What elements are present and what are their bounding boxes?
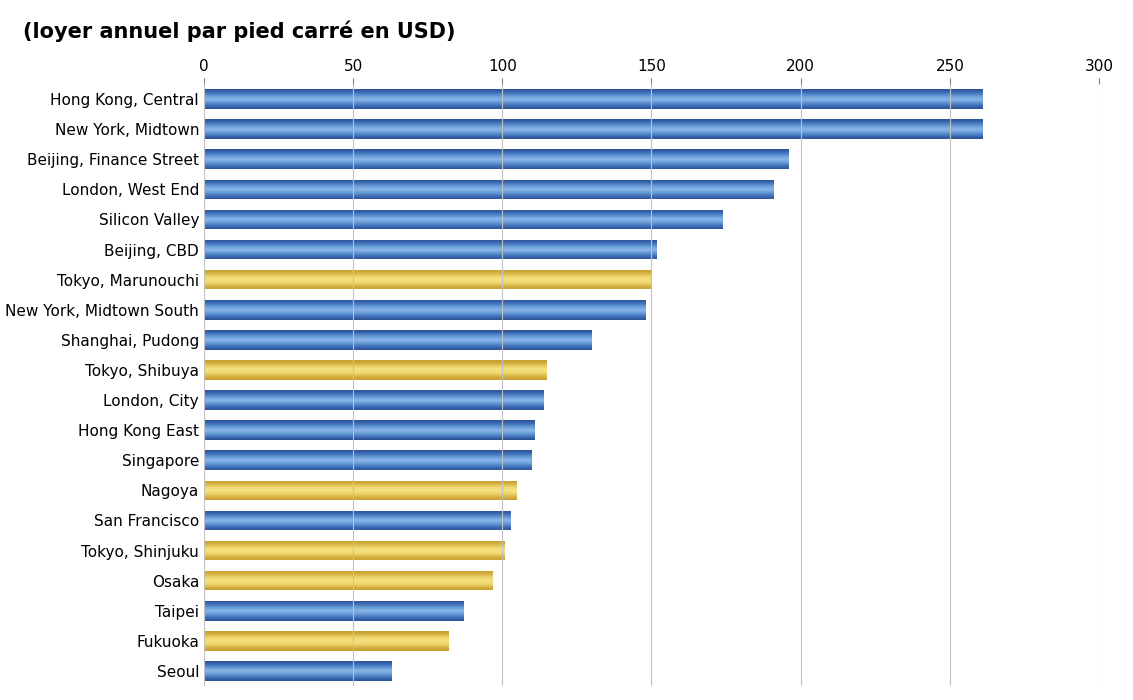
Text: (loyer annuel par pied carré en USD): (loyer annuel par pied carré en USD)	[23, 21, 455, 43]
